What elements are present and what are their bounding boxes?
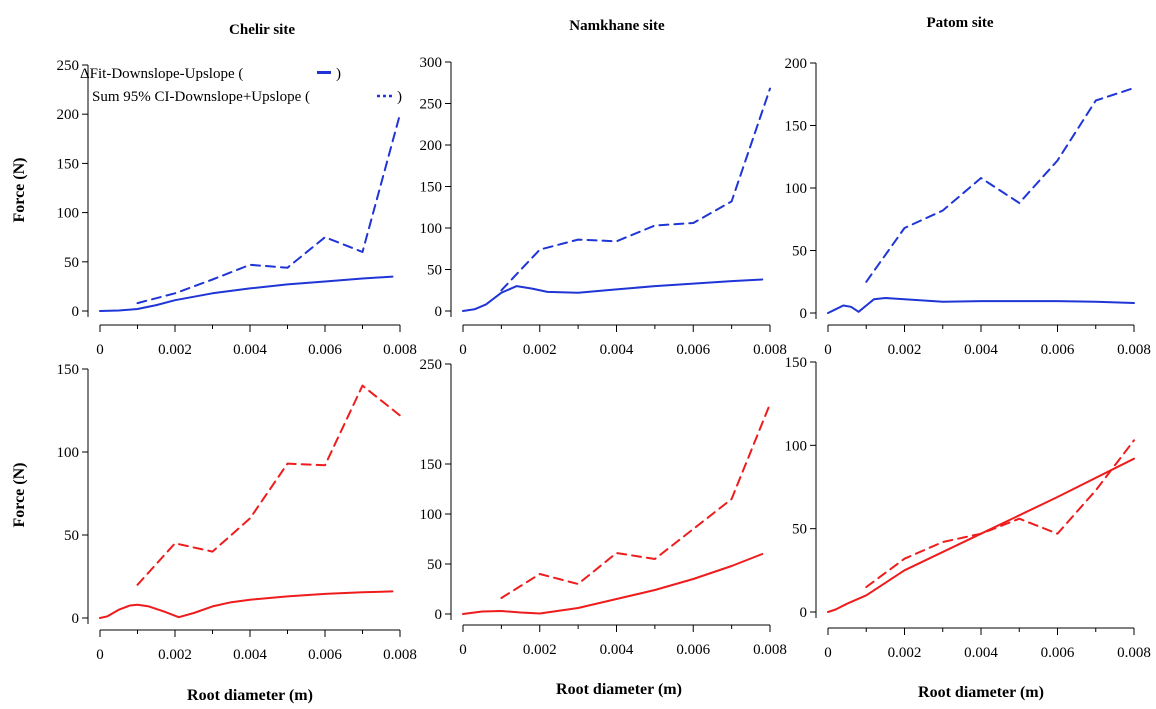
series-line-ci bbox=[865, 439, 1135, 588]
y-tick-label: 100 bbox=[785, 438, 808, 454]
y-tick-label: 250 bbox=[57, 58, 80, 74]
legend-entry-ci: Sum 95% CI-Downslope+Upslope ( bbox=[92, 89, 310, 105]
y-tick-label: 200 bbox=[785, 56, 808, 72]
y-tick-label: 50 bbox=[64, 255, 79, 271]
y-tick-label: 150 bbox=[57, 362, 80, 378]
x-tick-label: 0.004 bbox=[964, 342, 998, 358]
series-line-ci bbox=[500, 87, 771, 292]
y-tick-label: 100 bbox=[420, 507, 443, 523]
series-line-fit bbox=[827, 297, 1135, 314]
panel-6: 0 50 100 150 0 0.002 0.004 0.006 0.008 bbox=[785, 355, 1151, 661]
x-tick-label: 0.004 bbox=[233, 342, 267, 358]
panel-1: 0 50 100 150 200 250 0 0.002 0.004 0.006 0.008 bbox=[57, 58, 417, 358]
legend-ci-close: ) bbox=[397, 89, 402, 105]
y-tick-label: 250 bbox=[420, 357, 443, 373]
series-line-fit bbox=[462, 278, 764, 312]
column-title-chelir: Chelir site bbox=[229, 22, 295, 38]
panel-5: 0 50 100 150 250 0 0.002 0.004 0.006 0.008 bbox=[420, 357, 787, 658]
y-tick-label: 250 bbox=[420, 97, 443, 113]
legend: ΔFit-Downslope-Upslope ( ) Sum 95% CI-Do… bbox=[80, 66, 402, 105]
y-tick-label: 100 bbox=[785, 181, 808, 197]
series-line-fit bbox=[462, 553, 764, 615]
column-title-namkhane: Namkhane site bbox=[569, 18, 665, 34]
x-axis-title-namkhane: Root diameter (m) bbox=[556, 681, 682, 698]
series-line-fit bbox=[99, 590, 394, 619]
x-tick-label: 0.008 bbox=[1117, 645, 1151, 661]
x-tick-label: 0.008 bbox=[1117, 342, 1151, 358]
y-tick-label: 0 bbox=[435, 607, 443, 623]
y-tick-label: 150 bbox=[420, 457, 443, 473]
x-tick-label: 0.008 bbox=[753, 642, 787, 658]
series-line-fit bbox=[99, 275, 394, 312]
x-tick-label: 0.008 bbox=[383, 647, 417, 663]
x-tick-label: 0 bbox=[824, 342, 832, 358]
x-axis-title-patom: Root diameter (m) bbox=[918, 684, 1044, 701]
y-tick-label: 50 bbox=[792, 522, 807, 538]
y-tick-label: 0 bbox=[72, 611, 80, 627]
x-tick-label: 0.006 bbox=[676, 642, 710, 658]
legend-ci-label: Sum 95% CI-Downslope+Upslope ( bbox=[92, 89, 310, 105]
series-line-ci bbox=[500, 403, 771, 599]
x-tick-label: 0.002 bbox=[888, 342, 922, 358]
panel-2: 0 50 100 150 200 250 300 0 0.002 0.004 0.006 0.008 bbox=[420, 55, 787, 358]
y-axis-title-top: Force (N) bbox=[11, 158, 28, 223]
y-tick-label: 200 bbox=[57, 107, 80, 123]
y-tick-label: 50 bbox=[427, 557, 442, 573]
series-line-fit bbox=[827, 457, 1135, 613]
panels: 0 50 100 150 200 250 0 0.002 0.004 0.006 0.008 0 50 1… bbox=[57, 55, 1151, 663]
y-tick-label: 100 bbox=[57, 445, 80, 461]
legend-fit-label: ΔFit-Downslope-Upslope ( bbox=[80, 66, 243, 82]
y-tick-label: 0 bbox=[800, 605, 808, 621]
y-tick-label: 0 bbox=[72, 304, 80, 320]
y-tick-label: 200 bbox=[420, 138, 443, 154]
x-tick-label: 0.002 bbox=[158, 647, 192, 663]
y-tick-label: 150 bbox=[57, 156, 80, 172]
x-tick-label: 0.004 bbox=[600, 342, 634, 358]
x-tick-label: 0.004 bbox=[233, 647, 267, 663]
x-tick-label: 0 bbox=[96, 342, 104, 358]
x-tick-label: 0 bbox=[96, 647, 104, 663]
x-tick-label: 0.004 bbox=[964, 645, 998, 661]
y-tick-label: 50 bbox=[427, 263, 442, 279]
y-axis-title-bottom: Force (N) bbox=[11, 463, 28, 528]
x-tick-label: 0 bbox=[459, 342, 467, 358]
x-tick-label: 0.006 bbox=[1041, 645, 1075, 661]
y-tick-label: 0 bbox=[435, 304, 443, 320]
x-tick-label: 0.002 bbox=[523, 342, 557, 358]
legend-entry-fit: ΔFit-Downslope-Upslope ( bbox=[80, 66, 243, 82]
x-axis-title-chelir: Root diameter (m) bbox=[187, 687, 313, 704]
x-tick-label: 0.008 bbox=[383, 342, 417, 358]
y-tick-label: 0 bbox=[800, 306, 808, 322]
panel-3: 0 50 100 150 200 0 0.002 0.004 0.006 0.008 bbox=[785, 56, 1151, 358]
y-tick-label: 150 bbox=[420, 180, 443, 196]
x-tick-label: 0 bbox=[459, 642, 467, 658]
y-tick-label: 100 bbox=[57, 206, 80, 222]
x-tick-label: 0 bbox=[824, 645, 832, 661]
x-tick-label: 0.004 bbox=[600, 642, 634, 658]
panel-4: 0 50 100 150 0 0.002 0.004 0.006 0.008 bbox=[57, 362, 417, 663]
y-tick-label: 50 bbox=[792, 244, 807, 260]
y-tick-label: 150 bbox=[785, 355, 808, 371]
x-tick-label: 0.002 bbox=[158, 342, 192, 358]
y-tick-label: 50 bbox=[64, 528, 79, 544]
x-tick-label: 0.002 bbox=[888, 645, 922, 661]
y-tick-label: 100 bbox=[420, 221, 443, 237]
x-tick-label: 0.006 bbox=[308, 342, 342, 358]
x-tick-label: 0.008 bbox=[753, 342, 787, 358]
series-line-ci bbox=[136, 384, 401, 586]
x-tick-label: 0.006 bbox=[1041, 342, 1075, 358]
series-line-ci bbox=[865, 87, 1135, 283]
x-tick-label: 0.002 bbox=[523, 642, 557, 658]
y-tick-label: 300 bbox=[420, 55, 443, 71]
y-tick-label: 150 bbox=[785, 119, 808, 135]
x-tick-label: 0.006 bbox=[308, 647, 342, 663]
column-title-patom: Patom site bbox=[926, 15, 993, 31]
legend-fit-close: ) bbox=[336, 66, 341, 82]
x-tick-label: 0.006 bbox=[676, 342, 710, 358]
series-line-ci bbox=[136, 113, 401, 305]
